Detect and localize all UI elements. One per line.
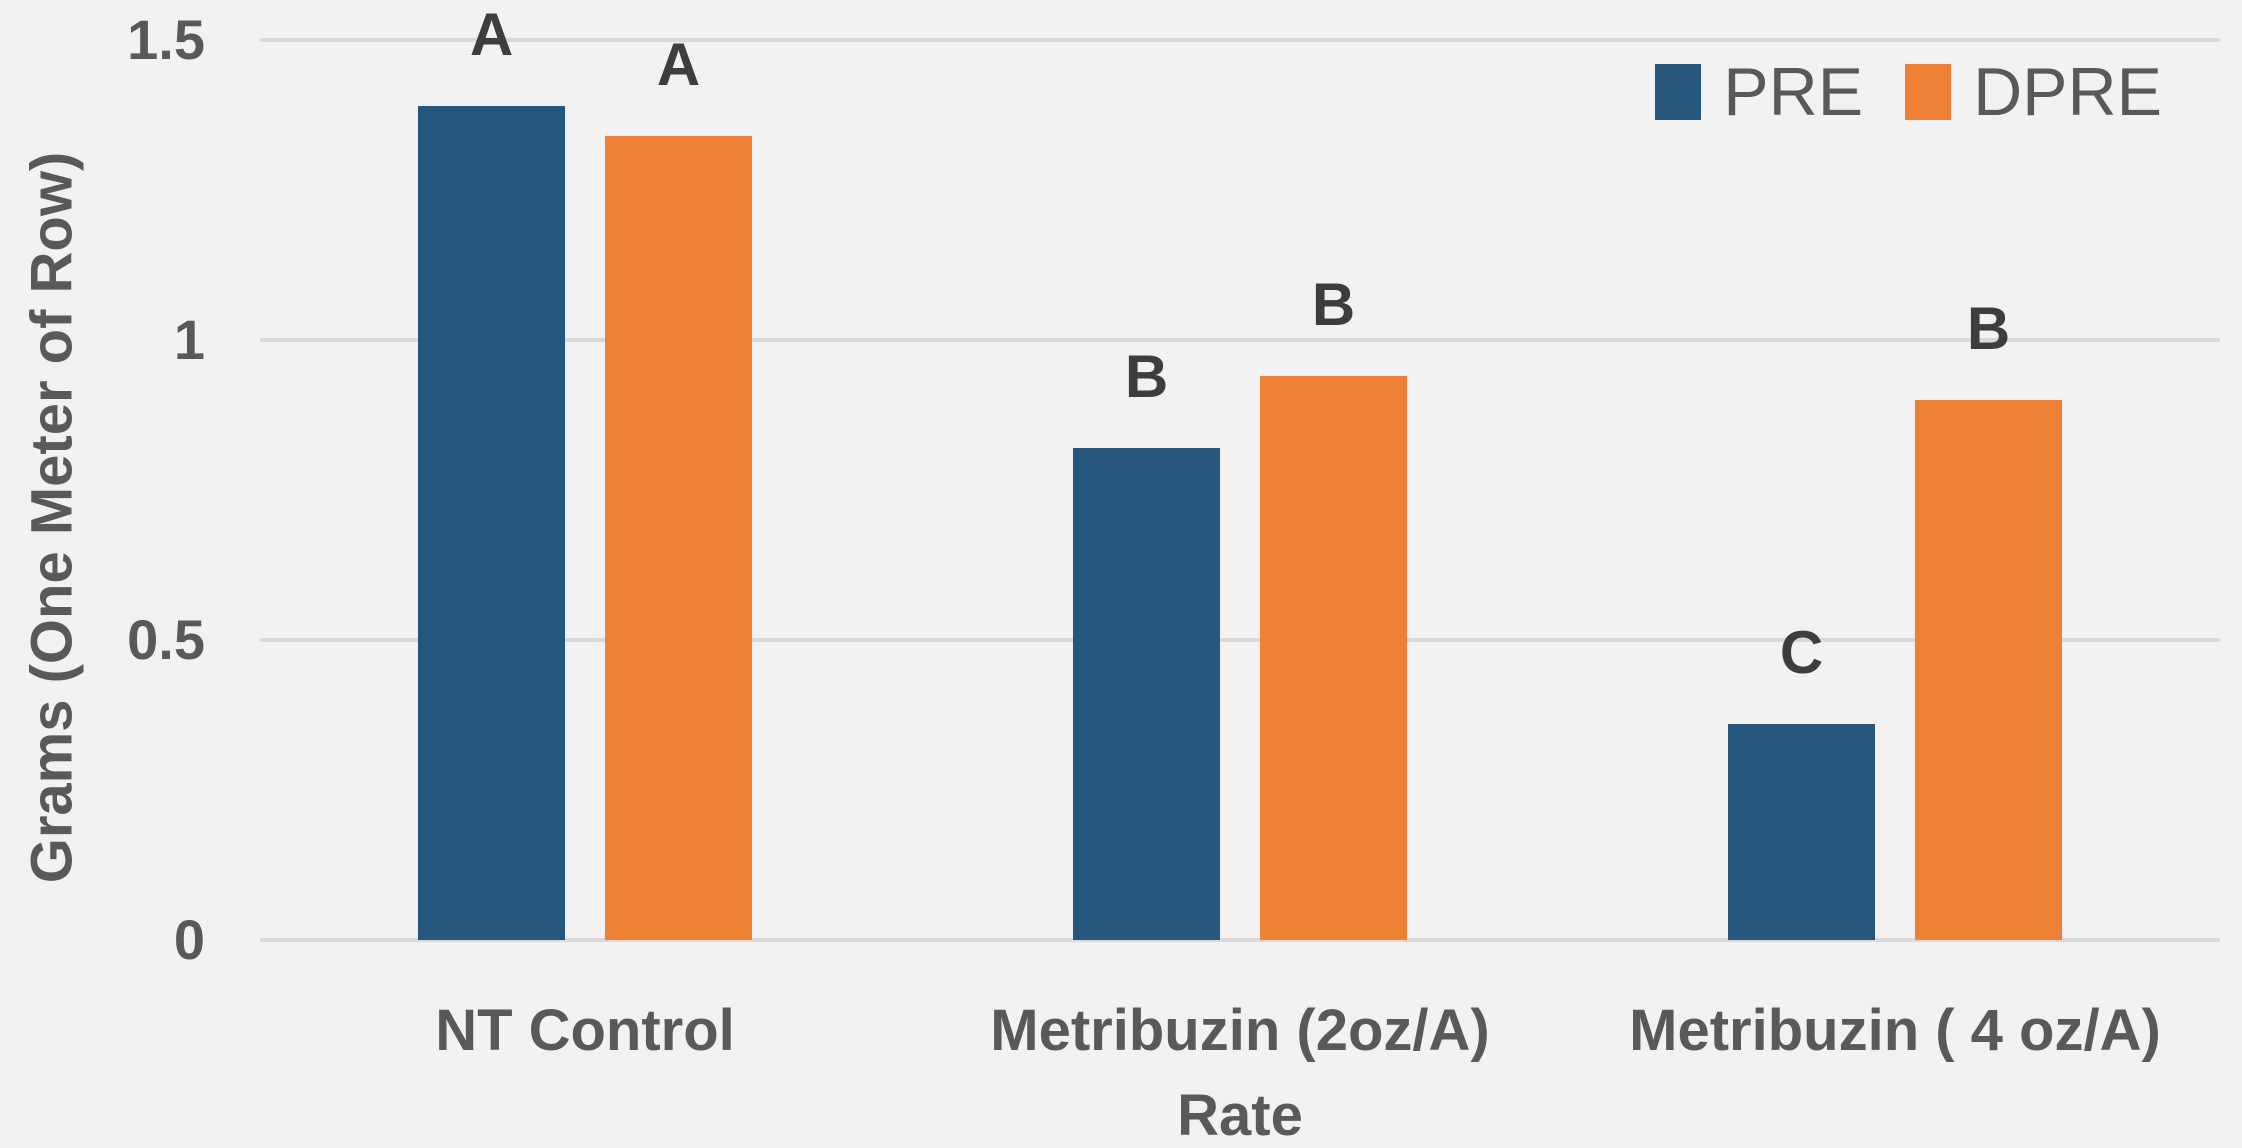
bar-dpre-metribuzin-2oz-a [1260, 376, 1407, 940]
gridline-y-1.5 [260, 38, 2220, 42]
bar-label-dpre-metribuzin-2oz-a: B [1311, 271, 1356, 338]
y-tick-label-0: 0 [173, 908, 205, 971]
bar-dpre-nt-control [605, 136, 752, 940]
y-tick-label-1: 1 [173, 308, 205, 371]
gridline-y-0 [260, 938, 2220, 942]
legend-item-pre: PRE [1655, 58, 1863, 126]
x-tick-label-metribuzin-4-oz-a: Metribuzin ( 4 oz/A) [1629, 998, 2161, 1063]
pre-swatch-icon [1655, 64, 1702, 120]
bar-pre-metribuzin-2oz-a [1073, 448, 1220, 940]
gridline-y-1 [260, 338, 2220, 342]
legend-label-dpre: DPRE [1973, 54, 2162, 130]
bar-dpre-metribuzin-4-oz-a [1915, 400, 2062, 940]
bar-label-dpre-nt-control: A [656, 31, 701, 98]
bar-pre-metribuzin-4-oz-a [1728, 724, 1875, 940]
x-axis-title: Rate [1177, 1083, 1303, 1148]
bar-pre-nt-control [418, 106, 565, 940]
y-tick-label-0-5: 0.5 [127, 608, 205, 671]
legend-label-pre: PRE [1723, 54, 1864, 130]
bar-label-pre-metribuzin-4-oz-a: C [1779, 619, 1824, 686]
dpre-swatch-icon [1905, 64, 1952, 120]
x-tick-label-metribuzin-2oz-a: Metribuzin (2oz/A) [990, 998, 1490, 1063]
legend: PRE DPRE [1655, 58, 2162, 126]
x-tick-label-nt-control: NT Control [435, 998, 735, 1063]
legend-item-dpre: DPRE [1905, 58, 2162, 126]
y-axis-title-text: Grams (One Meter of Row) [19, 151, 85, 884]
y-tick-label-1-5: 1.5 [127, 8, 205, 71]
gridline-y-0.5 [260, 638, 2220, 642]
bar-label-dpre-metribuzin-4-oz-a: B [1966, 295, 2011, 362]
bar-label-pre-nt-control: A [469, 1, 514, 68]
bar-label-pre-metribuzin-2oz-a: B [1124, 343, 1169, 410]
